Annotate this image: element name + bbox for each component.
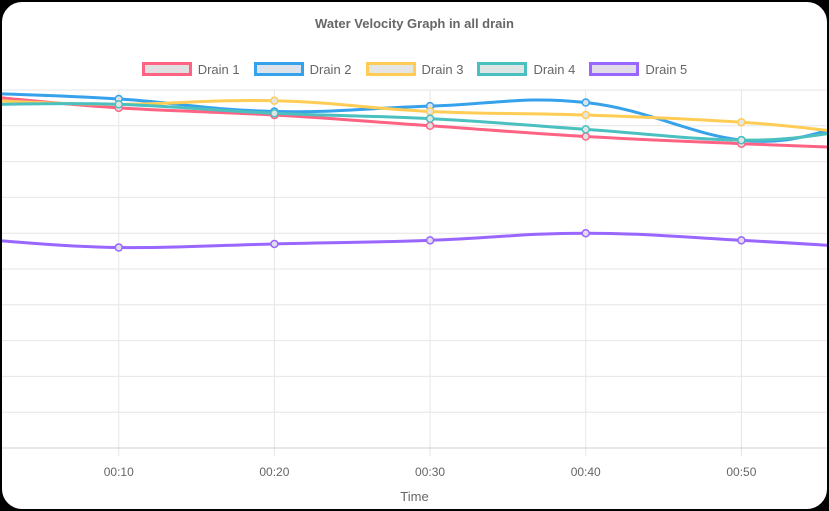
data-point xyxy=(270,109,279,118)
chart-title: Water Velocity Graph in all drain xyxy=(315,16,514,31)
data-point xyxy=(581,110,590,120)
data-point xyxy=(581,98,590,107)
data-point xyxy=(581,125,590,134)
legend-item-2[interactable]: Drain 2 xyxy=(253,59,352,79)
data-point xyxy=(114,243,123,252)
legend-item-5[interactable]: Drain 5 xyxy=(589,59,687,79)
chart-legend: Drain 1 Drain 2 Drain 3 Drain 4 Drain 5 xyxy=(2,59,827,79)
gridlines xyxy=(2,89,827,456)
x-tick-label: 00:40 xyxy=(571,465,601,479)
legend-label: Drain 3 xyxy=(421,61,464,77)
data-point xyxy=(737,117,746,127)
legend-label: Drain 4 xyxy=(533,61,576,77)
data-point xyxy=(270,96,279,105)
x-tick-label: 00:30 xyxy=(415,465,445,479)
x-tick-label: 00:20 xyxy=(259,465,289,479)
legend-label: Drain 1 xyxy=(197,61,240,77)
legend-item-3[interactable]: Drain 3 xyxy=(365,59,464,79)
legend-swatch xyxy=(253,62,304,76)
data-point xyxy=(425,236,435,245)
x-axis-title: Time xyxy=(400,489,429,504)
x-tick-label: 00:10 xyxy=(104,465,134,479)
data-point xyxy=(737,236,746,245)
legend-swatch xyxy=(365,62,416,76)
series-line xyxy=(2,231,827,250)
legend-label: Drain 5 xyxy=(645,61,688,77)
data-point xyxy=(270,239,279,249)
series-5 xyxy=(2,228,827,252)
x-tick-label: 00:50 xyxy=(726,465,756,479)
data-point xyxy=(581,132,590,141)
data-point xyxy=(581,228,590,238)
data-point xyxy=(425,121,435,131)
data-point xyxy=(114,100,123,109)
series-4 xyxy=(2,100,827,145)
data-point xyxy=(425,114,435,123)
data-point xyxy=(737,135,746,145)
legend-item-4[interactable]: Drain 4 xyxy=(477,59,575,79)
legend-label: Drain 2 xyxy=(309,61,352,77)
data-point xyxy=(425,107,435,116)
legend-swatch xyxy=(477,62,528,76)
legend-swatch xyxy=(141,62,192,76)
legend-item-1[interactable]: Drain 1 xyxy=(141,59,240,79)
legend-swatch xyxy=(589,62,640,76)
